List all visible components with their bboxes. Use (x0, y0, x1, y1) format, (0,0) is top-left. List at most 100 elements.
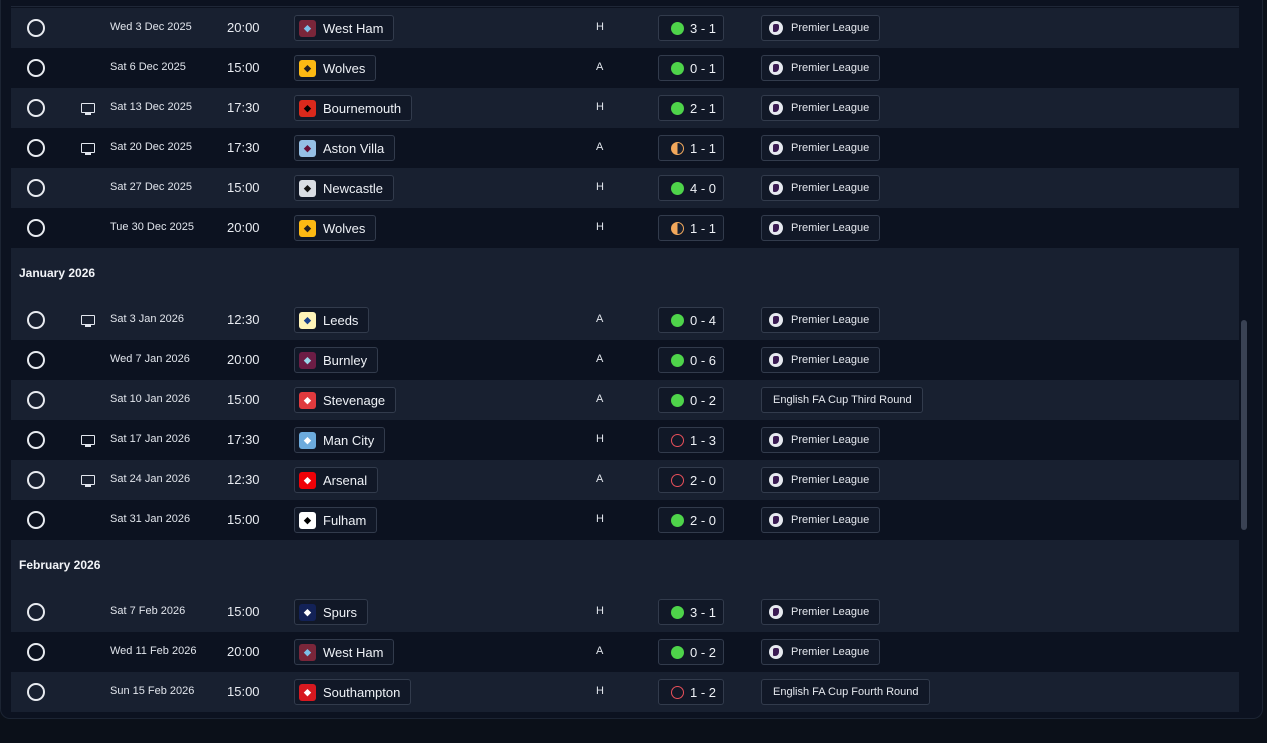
opponent-button[interactable]: ◆ West Ham (294, 639, 395, 665)
score-button[interactable]: 2 - 0 (658, 507, 724, 533)
score-button[interactable]: 0 - 2 (658, 387, 724, 413)
competition-button[interactable]: Premier League (761, 95, 881, 121)
premier-league-icon (769, 221, 783, 235)
opponent-name: Arsenal (323, 472, 368, 488)
fixture-row[interactable]: Sat 7 Feb 2026 15:00 ◆ Spurs H 3 - 1 Premier L… (11, 592, 1239, 632)
select-circle-icon[interactable] (27, 351, 45, 369)
west-ham-crest-icon: ◆ (299, 19, 316, 37)
opponent-button[interactable]: ◆ Leeds (294, 307, 370, 333)
fixture-row[interactable]: Sun 15 Feb 2026 15:00 ◆ Southampton H 1 - 2 En… (11, 672, 1239, 712)
score-button[interactable]: 1 - 2 (658, 679, 724, 705)
competition-button[interactable]: Premier League (761, 507, 881, 533)
opponent-button[interactable]: ◆ Aston Villa (294, 135, 396, 161)
competition-button[interactable]: Premier League (761, 175, 881, 201)
score-button[interactable]: 0 - 6 (658, 347, 724, 373)
competition-button[interactable]: Premier League (761, 347, 881, 373)
fixture-row[interactable]: Sat 13 Dec 2025 17:30 ◆ Bournemouth H 2 - 1 Pr… (11, 88, 1239, 128)
opponent-button[interactable]: ◆ Wolves (294, 55, 377, 81)
select-circle-icon[interactable] (27, 99, 45, 117)
fixture-row[interactable]: Sat 24 Jan 2026 12:30 ◆ Arsenal A 2 - 0 Premie… (11, 460, 1239, 500)
competition-button[interactable]: Premier League (761, 427, 881, 453)
select-circle-icon[interactable] (27, 391, 45, 409)
score-button[interactable]: 1 - 1 (658, 135, 724, 161)
fixture-time: 15:00 (227, 60, 260, 75)
select-circle-icon[interactable] (27, 603, 45, 621)
competition-button[interactable]: Premier League (761, 215, 881, 241)
competition-button[interactable]: Premier League (761, 599, 881, 625)
select-circle-icon[interactable] (27, 311, 45, 329)
opponent-button[interactable]: ◆ Fulham (294, 507, 378, 533)
score-button[interactable]: 2 - 0 (658, 467, 724, 493)
select-circle-icon[interactable] (27, 511, 45, 529)
competition-button[interactable]: English FA Cup Third Round (761, 387, 923, 413)
fixture-row[interactable]: Wed 7 Jan 2026 20:00 ◆ Burnley A 0 - 6 Premier… (11, 340, 1239, 380)
opponent-button[interactable]: ◆ Southampton (294, 679, 412, 705)
leeds-crest-icon: ◆ (299, 311, 316, 329)
score-value: 1 - 3 (690, 432, 717, 448)
competition-button[interactable]: English FA Cup Fourth Round (761, 679, 930, 705)
select-circle-icon[interactable] (27, 471, 45, 489)
competition-button[interactable]: Premier League (761, 307, 881, 333)
score-button[interactable]: 3 - 1 (658, 15, 724, 41)
score-value: 3 - 1 (690, 604, 717, 620)
select-circle-icon[interactable] (27, 179, 45, 197)
competition-button[interactable]: Premier League (761, 135, 881, 161)
competition-button[interactable]: Premier League (761, 639, 881, 665)
opponent-button[interactable]: ◆ Wolves (294, 215, 377, 241)
competition-button[interactable]: Premier League (761, 467, 881, 493)
fixture-time: 20:00 (227, 644, 260, 659)
fixture-row[interactable]: Wed 3 Dec 2025 20:00 ◆ West Ham H 3 - 1 Premie… (11, 8, 1239, 48)
fixture-row[interactable]: Sat 10 Jan 2026 15:00 ◆ Stevenage A 0 - 2 Engl… (11, 380, 1239, 420)
fixture-row[interactable]: Tue 30 Dec 2025 20:00 ◆ Wolves H 1 - 1 Premier… (11, 208, 1239, 248)
competition-button[interactable]: Premier League (761, 15, 881, 41)
score-button[interactable]: 2 - 1 (658, 95, 724, 121)
score-button[interactable]: 1 - 3 (658, 427, 724, 453)
opponent-button[interactable]: ◆ Man City (294, 427, 386, 453)
opponent-button[interactable]: ◆ Burnley (294, 347, 379, 373)
opponent-button[interactable]: ◆ Newcastle (294, 175, 394, 201)
competition-button[interactable]: Premier League (761, 55, 881, 81)
fixture-date: Sat 31 Jan 2026 (110, 513, 191, 525)
opponent-button[interactable]: ◆ Spurs (294, 599, 368, 625)
fixture-row[interactable]: Sat 27 Dec 2025 15:00 ◆ Newcastle H 4 - 0 Prem… (11, 168, 1239, 208)
select-circle-icon[interactable] (27, 59, 45, 77)
result-loss-icon (671, 473, 684, 487)
opponent-button[interactable]: ◆ Bournemouth (294, 95, 413, 121)
venue-indicator: H (596, 21, 604, 33)
fixture-row[interactable]: Wed 11 Feb 2026 20:00 ◆ West Ham A 0 - 2 Premi… (11, 632, 1239, 672)
month-label: January 2026 (19, 266, 96, 280)
top-divider (11, 0, 1239, 7)
score-button[interactable]: 3 - 1 (658, 599, 724, 625)
select-circle-icon[interactable] (27, 139, 45, 157)
fixture-time: 20:00 (227, 220, 260, 235)
select-circle-icon[interactable] (27, 683, 45, 701)
opponent-button[interactable]: ◆ Stevenage (294, 387, 397, 413)
score-button[interactable]: 0 - 1 (658, 55, 724, 81)
select-circle-icon[interactable] (27, 431, 45, 449)
man-city-crest-icon: ◆ (299, 431, 316, 449)
venue-indicator: H (596, 221, 604, 233)
fixture-row[interactable]: Sat 6 Dec 2025 15:00 ◆ Wolves A 0 - 1 Premier … (11, 48, 1239, 88)
wolves-crest-icon: ◆ (299, 219, 316, 237)
fixture-date: Wed 3 Dec 2025 (110, 21, 192, 33)
scrollbar-thumb[interactable] (1241, 320, 1247, 530)
select-circle-icon[interactable] (27, 643, 45, 661)
fixture-row[interactable]: Sat 20 Dec 2025 17:30 ◆ Aston Villa A 1 - 1 Pr… (11, 128, 1239, 168)
score-button[interactable]: 4 - 0 (658, 175, 724, 201)
select-circle-icon[interactable] (27, 19, 45, 37)
score-button[interactable]: 1 - 1 (658, 215, 724, 241)
opponent-button[interactable]: ◆ West Ham (294, 15, 395, 41)
select-circle-icon[interactable] (27, 219, 45, 237)
premier-league-icon (769, 433, 783, 447)
fixture-date: Wed 7 Jan 2026 (110, 353, 190, 365)
fixture-row[interactable]: Sat 17 Jan 2026 17:30 ◆ Man City H 1 - 3 Premi… (11, 420, 1239, 460)
score-button[interactable]: 0 - 4 (658, 307, 724, 333)
fixture-time: 17:30 (227, 100, 260, 115)
fixture-row[interactable]: Sat 3 Jan 2026 12:30 ◆ Leeds A 0 - 4 Premier L… (11, 300, 1239, 340)
competition-name: Premier League (791, 514, 870, 526)
score-value: 0 - 2 (690, 392, 717, 408)
fixture-list: Wed 3 Dec 2025 20:00 ◆ West Ham H 3 - 1 Premie… (11, 8, 1239, 712)
opponent-button[interactable]: ◆ Arsenal (294, 467, 379, 493)
fixture-row[interactable]: Sat 31 Jan 2026 15:00 ◆ Fulham H 2 - 0 Premier… (11, 500, 1239, 540)
score-button[interactable]: 0 - 2 (658, 639, 724, 665)
